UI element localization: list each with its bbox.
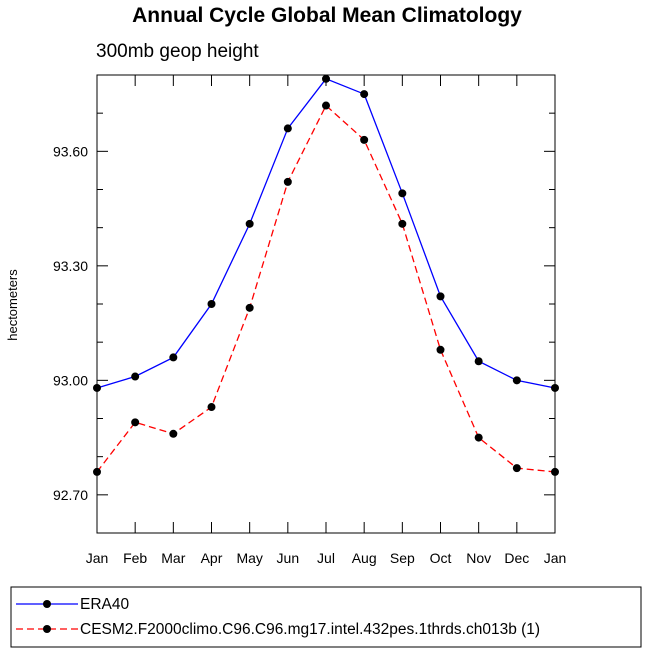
chart-title: Annual Cycle Global Mean Climatology: [132, 4, 522, 27]
series-point: [245, 303, 254, 312]
y-axis-label: hectometers: [5, 269, 20, 341]
series-layer: [93, 74, 559, 476]
series-point: [474, 357, 483, 366]
series-point: [322, 74, 330, 83]
x-tick-label: Jan: [544, 550, 567, 566]
y-axis-ticks: 92.70 93.00 93.30 93.60: [53, 74, 555, 534]
series-point: [322, 101, 330, 110]
series-point: [207, 300, 216, 308]
series-point: [398, 219, 407, 228]
series-point: [169, 429, 178, 438]
legend-label: ERA40: [80, 596, 129, 613]
x-tick-label: Aug: [352, 550, 377, 566]
series-point: [360, 90, 369, 99]
x-tick-label: Nov: [466, 550, 491, 566]
x-tick-label: Jun: [277, 550, 300, 566]
y-tick-label: 93.30: [53, 258, 88, 274]
series-line: [96, 104, 556, 473]
series-point: [436, 292, 445, 301]
series-line: [96, 78, 556, 389]
chart-subtitle: 300mb geop height: [96, 41, 259, 62]
x-tick-label: Apr: [201, 550, 223, 566]
y-tick-label: 92.70: [53, 487, 88, 503]
series-point: [283, 177, 292, 186]
legend-label: CESM2.F2000climo.C96.C96.mg17.intel.432p…: [80, 621, 540, 638]
series-point: [360, 135, 369, 144]
series-point: [512, 464, 521, 473]
series-point: [512, 376, 521, 385]
x-axis-ticks: Jan Feb Mar Apr May Jun Jul Aug Sep Oct Nov Dec Jan: [86, 75, 567, 566]
series-point: [436, 345, 445, 354]
x-tick-label: Feb: [123, 550, 147, 566]
series-point: [474, 433, 483, 442]
plot-frame: [96, 74, 556, 534]
x-tick-label: Dec: [504, 550, 529, 566]
legend-marker: [43, 625, 51, 633]
x-tick-label: Mar: [161, 550, 185, 566]
y-tick-label: 93.60: [53, 143, 88, 159]
x-tick-label: Jul: [317, 550, 335, 566]
series-point: [398, 189, 407, 198]
legend-marker: [43, 600, 51, 608]
series-point: [207, 403, 216, 412]
y-tick-label: 93.00: [53, 372, 88, 388]
series-point: [283, 124, 292, 133]
series-point: [131, 418, 140, 427]
series-point: [131, 372, 140, 381]
x-tick-label: May: [236, 550, 262, 566]
x-tick-label: Jan: [86, 550, 109, 566]
x-tick-label: Oct: [430, 550, 452, 566]
legend-box: [10, 586, 642, 648]
x-tick-label: Sep: [390, 550, 415, 566]
legend: ERA40 CESM2.F2000climo.C96.C96.mg17.intel…: [10, 586, 642, 648]
series-point: [245, 219, 254, 228]
series-point: [169, 353, 178, 362]
